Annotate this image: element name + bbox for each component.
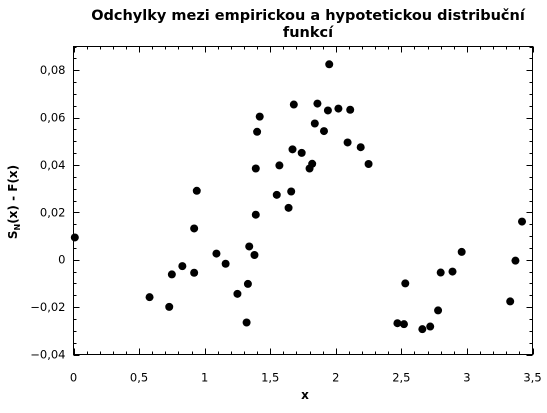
y-axis-label-main: S [6, 231, 20, 240]
data-point [145, 293, 154, 302]
x-tick-label: 2 [332, 371, 339, 385]
data-point [297, 148, 306, 157]
data-point [393, 319, 402, 328]
x-tick-label: 3,5 [523, 371, 541, 385]
data-point [313, 99, 322, 108]
data-point [253, 127, 262, 136]
data-point [275, 161, 284, 170]
plot-frame [73, 46, 533, 355]
data-point [418, 325, 427, 334]
data-point [287, 187, 296, 196]
data-point [308, 159, 317, 168]
x-axis-ticks [74, 46, 534, 355]
data-point [426, 322, 435, 331]
data-point [334, 104, 343, 113]
data-point [288, 145, 297, 154]
data-point [251, 210, 260, 219]
y-axis-label: SN(x) - F(x) [6, 165, 22, 239]
data-point [165, 302, 174, 311]
y-tick-label: 0,04 [40, 158, 66, 172]
data-point [518, 217, 527, 226]
x-axis-tick-labels: 0 0,5 1 1,5 2 2,5 3 3,5 [70, 371, 542, 385]
x-axis-label: x [301, 388, 309, 402]
data-point [242, 318, 251, 327]
data-point [399, 320, 408, 329]
data-point [255, 112, 264, 121]
data-point [364, 160, 373, 169]
data-point [356, 143, 365, 152]
data-point [325, 60, 334, 69]
y-axis-tick-labels: −0,04 −0,02 0 0,02 0,04 0,06 0,08 [30, 63, 65, 361]
data-point [284, 203, 293, 212]
y-tick-label: −0,02 [30, 300, 65, 314]
chart-title-line-1: Odchylky mezi empirickou a hypotetickou … [91, 8, 526, 24]
y-tick-label: −0,04 [30, 348, 65, 362]
data-point [245, 242, 254, 251]
data-point [457, 247, 466, 256]
data-point [310, 119, 319, 128]
data-point [319, 127, 328, 136]
data-point [343, 138, 352, 147]
data-point [250, 250, 259, 259]
y-tick-label: 0,02 [40, 205, 66, 219]
x-tick-label: 3 [463, 371, 470, 385]
data-point [70, 233, 79, 242]
data-point [436, 268, 445, 277]
y-axis-label-rest: (x) - F(x) [6, 165, 20, 224]
x-tick-label: 0 [70, 371, 77, 385]
data-point [192, 186, 201, 195]
x-tick-label: 1,5 [261, 371, 279, 385]
data-point [434, 306, 443, 315]
data-point [190, 224, 199, 233]
data-point [401, 279, 410, 288]
y-axis-label-subscript: N [13, 224, 22, 231]
data-point [190, 268, 199, 277]
y-tick-label: 0,08 [40, 63, 66, 77]
data-point [448, 267, 457, 276]
y-tick-label: 0 [58, 253, 65, 267]
data-point [323, 106, 332, 115]
y-tick-label: 0,06 [40, 111, 66, 125]
x-tick-label: 1 [201, 371, 208, 385]
data-point [251, 164, 260, 173]
y-axis-ticks [73, 47, 533, 356]
data-point [212, 249, 221, 258]
data-point [178, 262, 187, 271]
data-point [167, 270, 176, 279]
data-point [346, 105, 355, 114]
x-tick-label: 2,5 [392, 371, 410, 385]
data-point [221, 259, 230, 268]
data-point [243, 279, 252, 288]
data-point [506, 297, 515, 306]
data-point [511, 256, 520, 265]
x-tick-label: 0,5 [130, 371, 148, 385]
data-points [70, 60, 527, 334]
data-point [289, 100, 298, 109]
chart-title-line-2: funkcí [283, 25, 334, 41]
data-point [272, 190, 281, 199]
data-point [233, 289, 242, 298]
